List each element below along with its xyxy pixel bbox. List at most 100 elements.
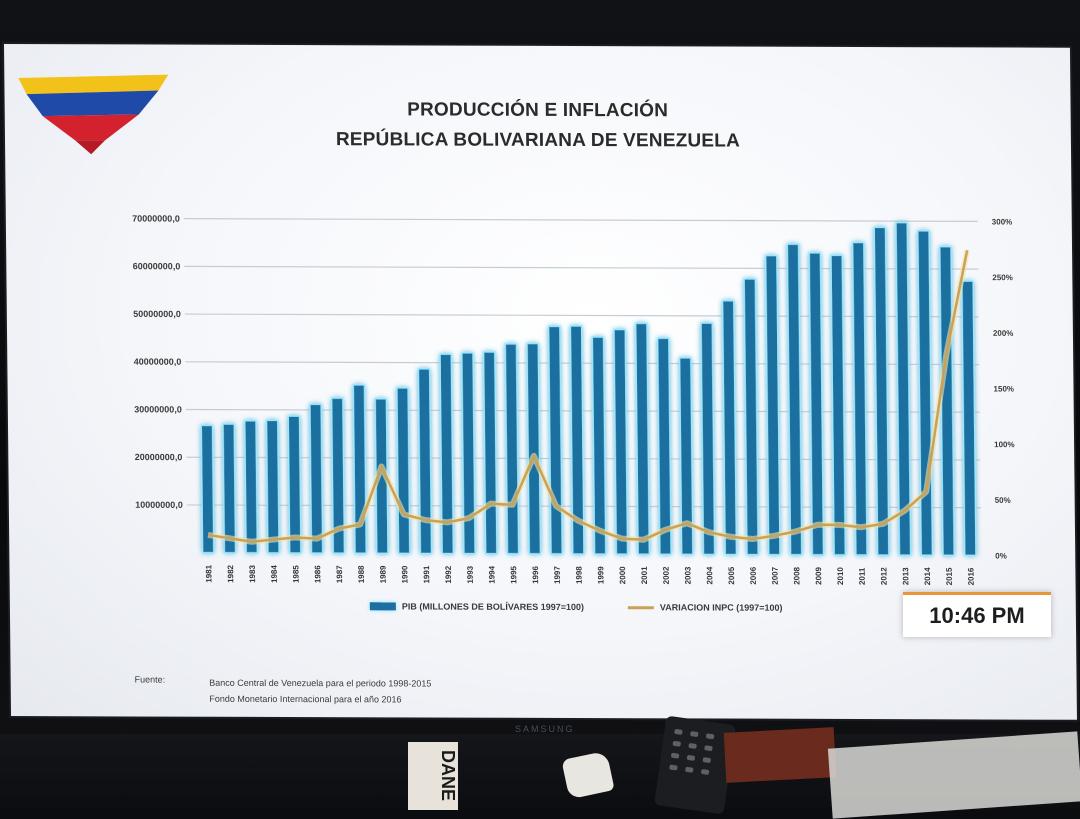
pib-bar	[808, 252, 825, 556]
x-tick-label: 1992	[444, 565, 453, 583]
x-tick-label: 1994	[487, 565, 496, 583]
x-tick-label: 1988	[357, 565, 366, 583]
source-note: Fuente: Banco Central de Venezuela para …	[135, 674, 432, 707]
x-tick-label: 1986	[313, 565, 322, 583]
x-tick-label: 1991	[422, 565, 431, 583]
pib-bar	[851, 241, 868, 556]
x-tick-label: 1996	[531, 566, 540, 584]
clock-overlay: 10:46 PM	[903, 592, 1051, 637]
legend-pib-swatch	[369, 602, 396, 611]
x-tick-label: 1997	[553, 566, 562, 584]
x-tick-label: 2011	[858, 567, 867, 585]
gridline	[183, 218, 978, 223]
y-left-tick-label: 50000000,0	[133, 309, 181, 319]
pib-bar	[417, 368, 433, 555]
y-left-tick-label: 10000000,0	[135, 500, 183, 510]
pib-bar	[396, 387, 411, 555]
pib-bar	[243, 419, 259, 554]
gridline	[184, 265, 979, 270]
x-tick-label: 2004	[705, 566, 714, 584]
pib-bar	[917, 229, 934, 557]
x-tick-label: 1989	[379, 565, 388, 583]
pib-bar	[222, 423, 237, 554]
production-inflation-chart: 10000000,0 20000000,0 30000000,0 40000000,0…	[132, 213, 1015, 585]
x-tick-label: 1990	[400, 565, 409, 583]
y-left-tick-label: 30000000,0	[134, 404, 182, 414]
pib-bar	[504, 343, 520, 555]
x-tick-label: 1981	[204, 564, 213, 582]
pib-bar	[569, 325, 585, 555]
pib-bar	[700, 322, 716, 556]
x-tick-label: 2009	[814, 567, 823, 585]
x-tick-label: 2013	[901, 567, 910, 585]
pib-bar	[678, 357, 694, 556]
source-line1: Banco Central de Venezuela para el perio…	[209, 677, 432, 689]
pib-bar	[656, 337, 672, 556]
x-tick-label: 1984	[270, 565, 279, 583]
y-right-tick-label: 50%	[995, 496, 1011, 505]
pib-bar	[482, 351, 498, 555]
pib-bar	[460, 351, 476, 555]
pib-bar	[439, 353, 455, 555]
legend-pib-label: PIB (MILLONES DE BOLÍVARES 1997=100)	[401, 601, 585, 613]
y-left-tick-label: 40000000,0	[134, 357, 182, 367]
y-right-tick-label: 150%	[993, 384, 1014, 393]
gridline	[184, 313, 979, 318]
pib-bar	[613, 328, 629, 555]
x-tick-label: 2012	[879, 567, 888, 585]
pib-bar	[547, 325, 564, 555]
legend-inpc: VARIACION INPC (1997=100)	[627, 602, 783, 613]
x-tick-label: 2000	[618, 566, 627, 584]
inpc-line	[207, 250, 969, 544]
x-tick-label: 2008	[792, 566, 801, 584]
chart-title-line2: REPÚBLICA BOLIVARIANA DE VENEZUELA	[335, 129, 741, 152]
x-tick-label: 1987	[335, 565, 344, 583]
pib-bar	[265, 419, 280, 554]
pib-bar	[873, 226, 890, 556]
x-tick-label: 1998	[575, 566, 584, 584]
pib-bar	[309, 403, 324, 554]
x-tick-label: 1983	[248, 565, 257, 583]
book	[723, 727, 837, 783]
pib-bar	[895, 221, 912, 556]
x-tick-label: 2003	[683, 566, 692, 584]
desk-paper-dane: DANE	[408, 742, 458, 810]
x-tick-label: 1993	[466, 565, 475, 583]
x-tick-label: 2002	[662, 566, 671, 584]
pib-bar	[526, 342, 542, 555]
pib-bar	[200, 424, 215, 554]
pib-bar	[743, 278, 760, 556]
pib-bar	[287, 415, 302, 554]
x-tick-label: 2015	[945, 567, 954, 585]
tv-remote	[654, 715, 736, 815]
y-left-tick-label: 20000000,0	[135, 452, 183, 462]
x-tick-label: 2001	[640, 566, 649, 584]
tv-brand-label: SAMSUNG	[515, 724, 575, 734]
x-tick-label: 1982	[226, 564, 235, 582]
y-left-tick-label: 60000000,0	[133, 261, 181, 271]
y-right-tick-label: 200%	[993, 329, 1014, 338]
chart-title-line1: PRODUCCIÓN E INFLACIÓN	[407, 99, 669, 122]
x-tick-label: 2006	[749, 566, 758, 584]
x-tick-label: 1995	[509, 565, 518, 583]
y-left-tick-label: 70000000,0	[132, 213, 180, 223]
pib-bar	[721, 299, 738, 556]
pib-bar	[786, 243, 803, 556]
legend-inpc-label: VARIACION INPC (1997=100)	[659, 602, 783, 613]
tv-screen: PRODUCCIÓN E INFLACIÓN REPÚBLICA BOLIVAR…	[4, 44, 1077, 720]
y-right-tick-label: 100%	[994, 440, 1015, 449]
y-right-tick-label: 300%	[992, 217, 1013, 226]
x-tick-label: 1999	[596, 566, 605, 584]
y-right-tick-label: 250%	[992, 273, 1013, 282]
y-right-tick-label: 0%	[995, 551, 1007, 560]
x-tick-label: 2007	[771, 566, 780, 584]
x-tick-label: 2014	[923, 567, 932, 585]
x-tick-label: 2010	[836, 567, 845, 585]
pib-bar	[634, 322, 651, 556]
x-tick-label: 2005	[727, 566, 736, 584]
venezuela-arrow-logo	[18, 74, 169, 155]
legend-pib: PIB (MILLONES DE BOLÍVARES 1997=100)	[369, 601, 585, 613]
pib-bar	[830, 254, 847, 556]
pib-bar	[330, 397, 346, 554]
x-tick-label: 1985	[291, 565, 300, 583]
